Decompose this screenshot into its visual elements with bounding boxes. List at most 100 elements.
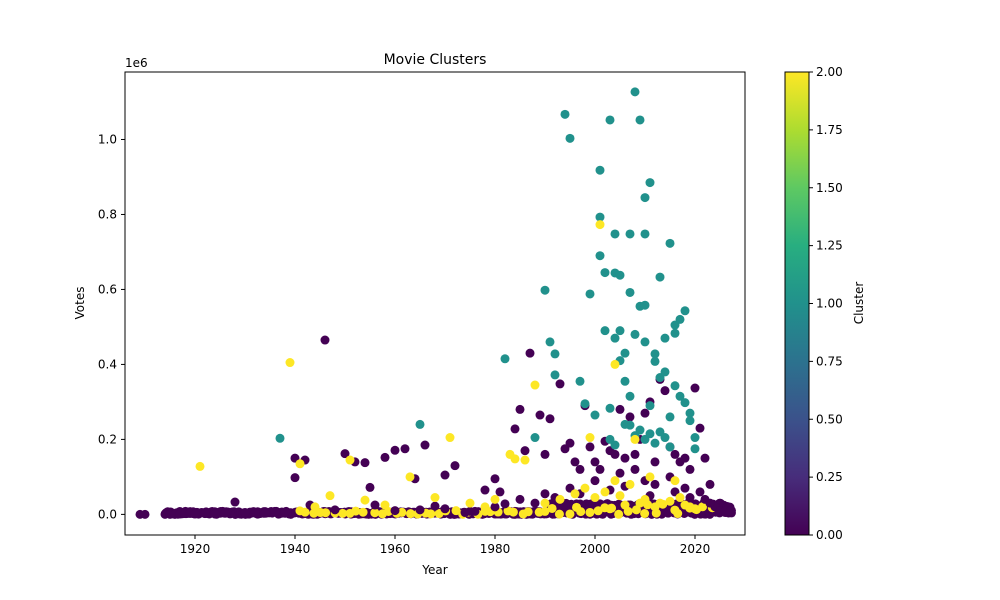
colorbar-tick-label: 2.00 (816, 65, 843, 79)
x-axis: 1920 1940 1960 1980 2000 2020 (180, 535, 711, 556)
scatter-point-cluster-0 (440, 470, 450, 480)
scatter-point-cluster-1 (655, 272, 665, 282)
scatter-point-cluster-2 (570, 489, 580, 499)
scatter-point-cluster-1 (625, 287, 635, 297)
scatter-point-cluster-2 (615, 491, 625, 501)
scatter-point-cluster-1 (675, 314, 685, 324)
scatter-point-cluster-1 (625, 391, 635, 401)
scatter-point-cluster-1 (595, 165, 605, 175)
scatter-point-cluster-1 (665, 238, 675, 248)
scatter-point-cluster-2 (631, 505, 641, 515)
scatter-point-cluster-1 (610, 229, 620, 239)
scatter-point-cluster-0 (320, 335, 330, 345)
scatter-point-cluster-0 (670, 449, 680, 459)
scatter-point-cluster-1 (600, 326, 610, 336)
scatter-point-cluster-1 (580, 399, 590, 409)
scatter-point-cluster-0 (200, 509, 210, 519)
scatter-point-cluster-0 (530, 498, 540, 508)
x-tick-label: 1940 (280, 542, 311, 556)
scatter-point-cluster-0 (480, 485, 490, 495)
scatter-point-cluster-1 (665, 412, 675, 422)
scatter-point-cluster-2 (406, 509, 415, 519)
colorbar-tick-label: 0.75 (816, 354, 843, 368)
scatter-point-cluster-2 (625, 479, 635, 489)
scatter-point-cluster-2 (655, 498, 665, 508)
y-tick-label: 0.4 (98, 357, 117, 371)
scatter-point-cluster-2 (555, 494, 565, 504)
y-tick-label: 0.2 (98, 432, 117, 446)
scatter-point-cluster-0 (365, 482, 375, 492)
scatter-point-cluster-2 (397, 507, 407, 517)
scatter-point-cluster-1 (550, 370, 560, 380)
scatter-point-cluster-2 (665, 496, 675, 506)
scatter-point-cluster-2 (321, 508, 331, 518)
scatter-point-cluster-0 (705, 479, 715, 489)
scatter-point-cluster-0 (490, 474, 500, 484)
scatter-point-cluster-2 (610, 476, 620, 486)
scatter-point-cluster-0 (190, 509, 200, 519)
scatter-point-cluster-1 (665, 442, 675, 452)
scatter-point-cluster-0 (510, 424, 520, 434)
scatter-point-cluster-2 (675, 493, 685, 503)
scatter-point-cluster-1 (680, 398, 690, 408)
scatter-point-cluster-0 (430, 501, 440, 511)
scatter-point-cluster-1 (615, 270, 625, 280)
scatter-point-cluster-1 (600, 268, 610, 278)
scatter-point-cluster-1 (690, 444, 700, 454)
scatter-point-cluster-2 (310, 502, 320, 512)
colorbar-tick-label: 0.25 (816, 470, 843, 484)
scatter-point-cluster-2 (426, 509, 436, 519)
scatter-point-cluster-0 (540, 489, 550, 499)
scatter-point-cluster-0 (545, 414, 555, 424)
scatter-point-cluster-1 (625, 229, 635, 239)
x-tick-label: 2020 (680, 542, 711, 556)
scatter-point-cluster-2 (380, 500, 390, 510)
scatter-point-cluster-0 (370, 500, 380, 510)
colorbar-tick-label: 1.50 (816, 181, 843, 195)
scatter-point-cluster-2 (445, 433, 455, 443)
scatter-point-cluster-2 (523, 507, 533, 517)
scatter-point-cluster-2 (547, 503, 557, 513)
scatter-point-cluster-2 (580, 483, 590, 493)
scatter-point-cluster-1 (605, 403, 615, 413)
scatter-point-cluster-0 (380, 452, 390, 462)
plot-frame (124, 71, 746, 536)
scatter-point-cluster-0 (515, 404, 525, 414)
scatter-point-cluster-2 (620, 500, 630, 510)
scatter-point-cluster-1 (635, 115, 645, 125)
scatter-point-cluster-0 (260, 508, 270, 518)
scatter-point-cluster-0 (525, 348, 535, 358)
colorbar-tick-label: 1.00 (816, 297, 843, 311)
colorbar-tick-label: 0.00 (816, 528, 843, 542)
scatter-point-cluster-0 (625, 412, 635, 422)
scatter-point-cluster-1 (630, 329, 640, 339)
scatter-point-cluster-2 (540, 506, 550, 516)
scatter-point-cluster-2 (451, 506, 461, 516)
scatter-point-cluster-0 (700, 453, 710, 463)
scatter-point-cluster-2 (630, 434, 640, 444)
x-tick-label: 1980 (480, 542, 511, 556)
scatter-point-cluster-0 (230, 497, 240, 507)
scatter-point-cluster-2 (358, 507, 368, 517)
scatter-point-cluster-0 (360, 458, 370, 468)
scatter-point-cluster-1 (565, 133, 575, 143)
y-axis-label: Votes (73, 287, 87, 320)
scatter-point-cluster-1 (645, 401, 655, 411)
scatter-point-cluster-0 (535, 410, 545, 420)
scatter-point-cluster-1 (640, 193, 650, 203)
scatter-point-cluster-2 (565, 509, 575, 519)
scatter-point-cluster-0 (340, 449, 350, 459)
scatter-point-cluster-0 (290, 473, 300, 483)
scatter-point-cluster-2 (480, 502, 490, 512)
scatter-point-cluster-0 (465, 506, 475, 516)
scatter-point-cluster-2 (576, 507, 586, 517)
scatter-point-cluster-0 (330, 505, 340, 515)
scatter-point-cluster-1 (620, 419, 630, 429)
scatter-point-cluster-2 (300, 507, 310, 517)
scatter-point-cluster-0 (615, 404, 625, 414)
scatter-point-cluster-2 (520, 455, 530, 465)
scatter-point-cluster-1 (685, 416, 695, 426)
scatter-point-cluster-1 (645, 178, 655, 188)
y-axis: 0.0 0.2 0.4 0.6 0.8 1.0 (98, 132, 125, 521)
scatter-point-cluster-2 (673, 509, 683, 519)
